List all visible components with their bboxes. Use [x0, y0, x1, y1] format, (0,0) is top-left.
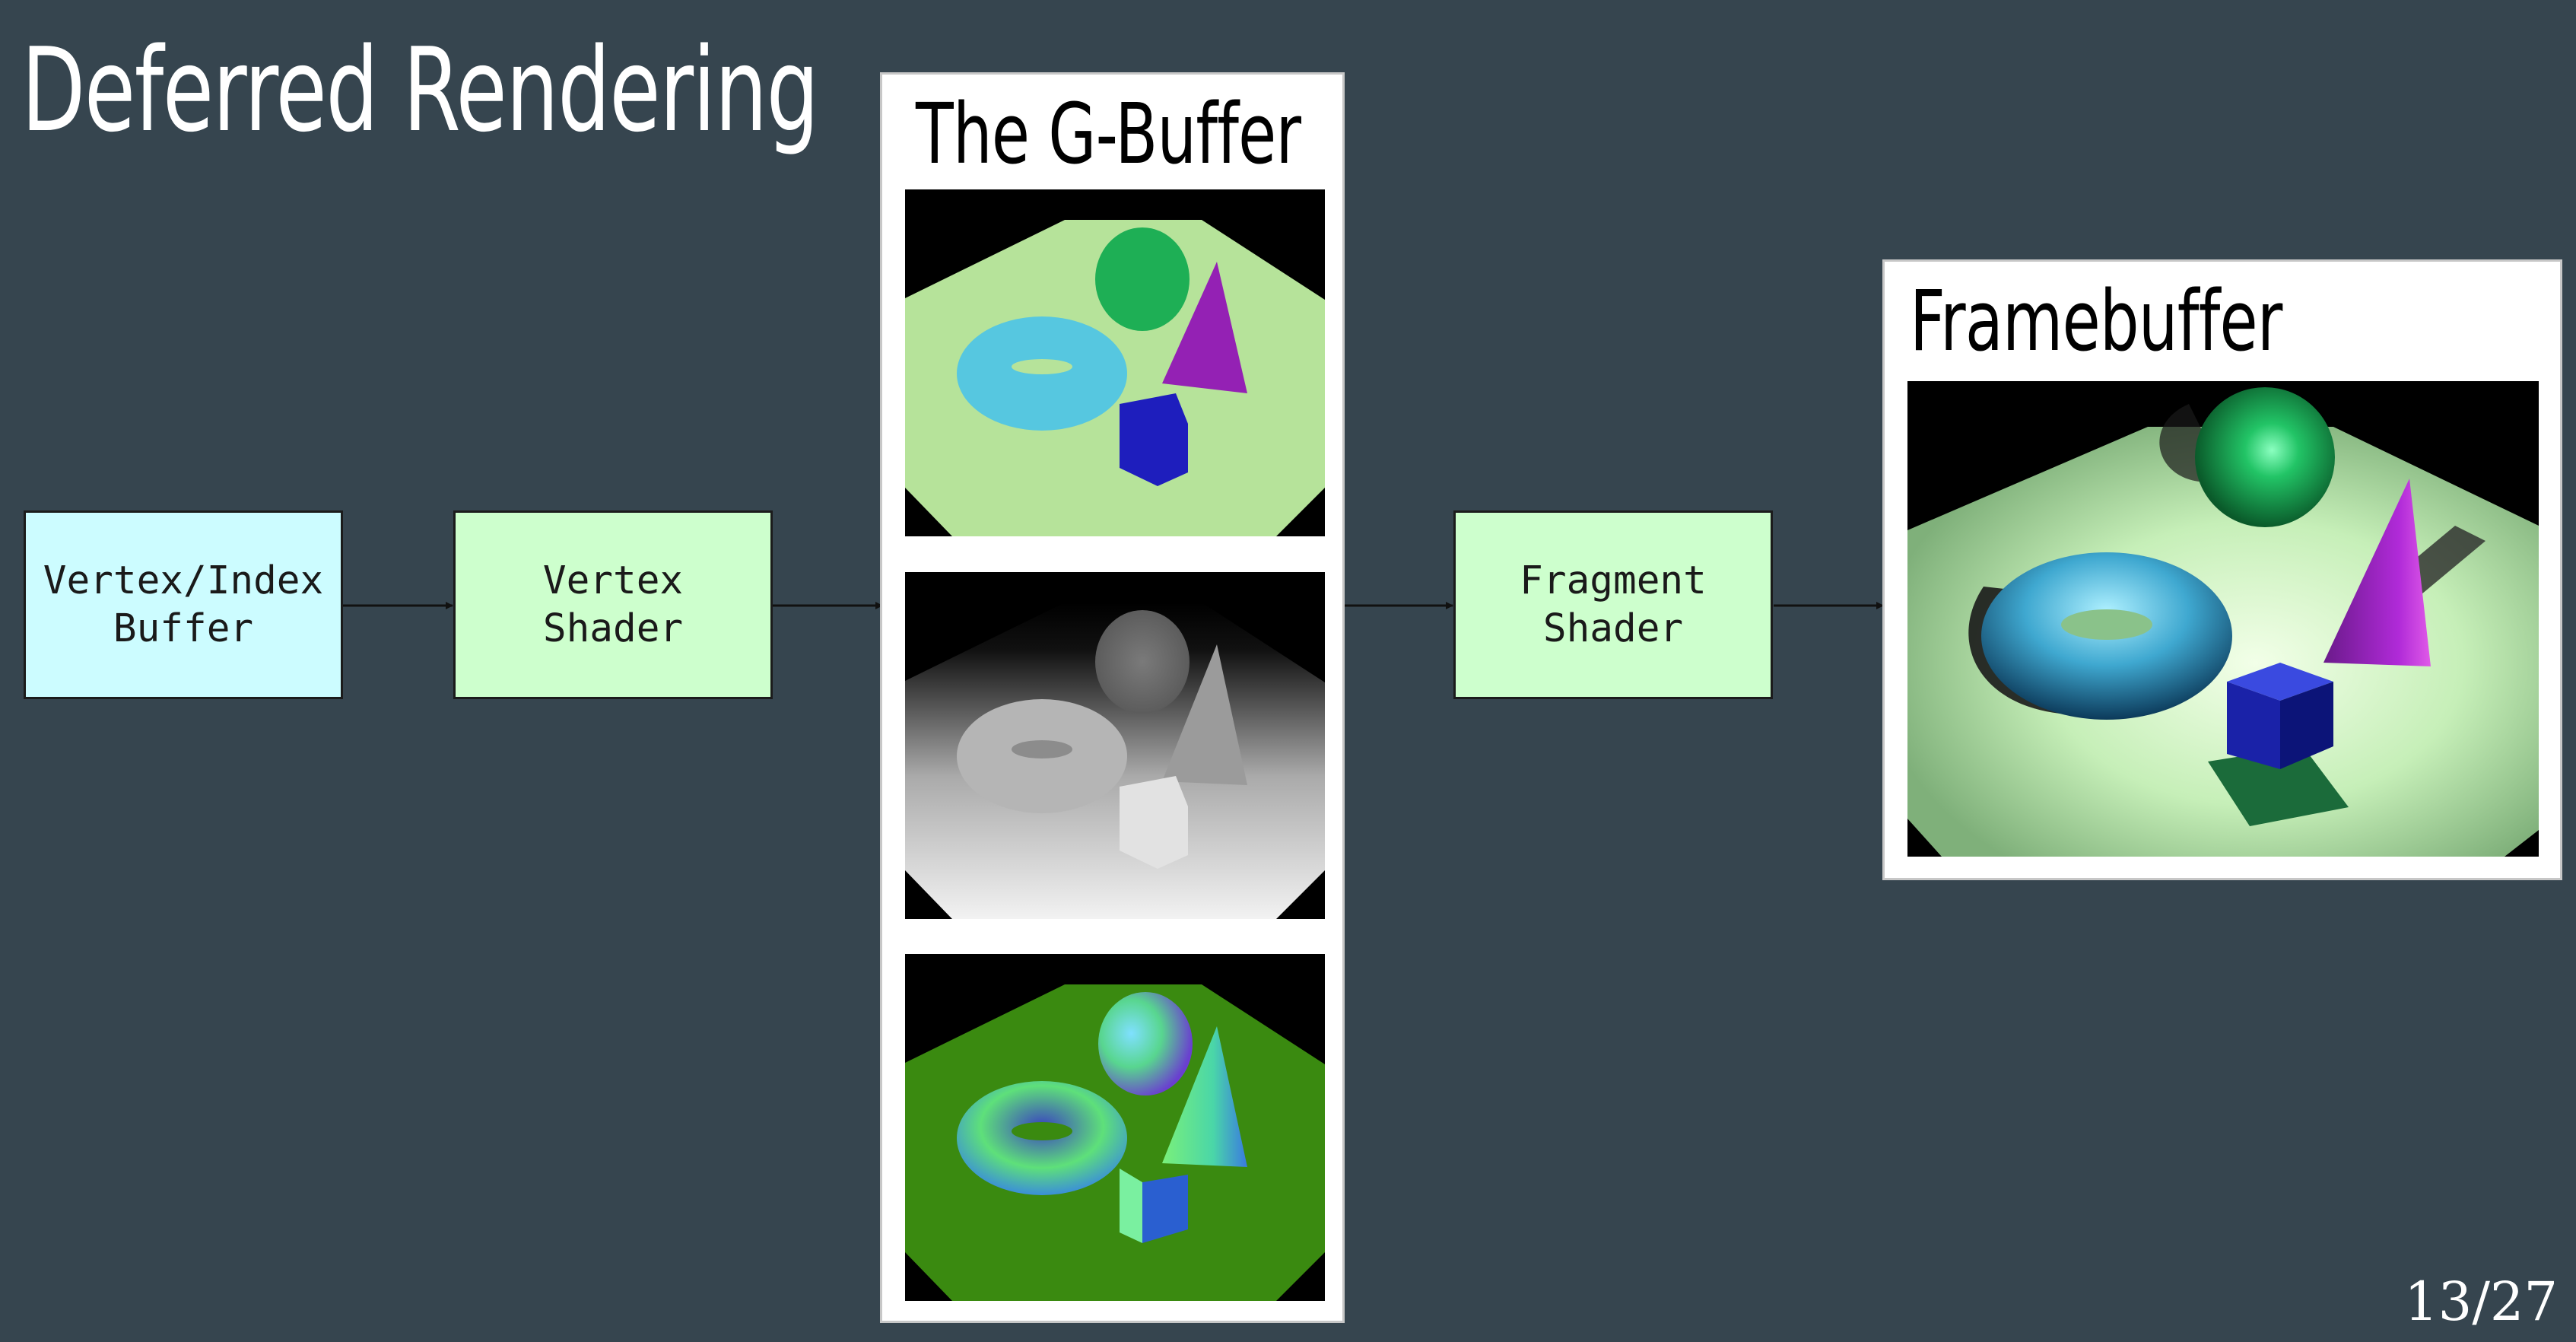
gbuffer-normals-image	[905, 954, 1325, 1301]
vertex-shader-box: Vertex Shader	[453, 510, 773, 699]
framebuffer-panel: Framebuffer	[1882, 259, 2562, 880]
slide-title: Deferred Rendering	[21, 23, 819, 157]
vertex-index-buffer-box: Vertex/Index Buffer	[24, 510, 343, 699]
framebuffer-title: Framebuffer	[1910, 272, 2282, 370]
page-number: 13/27	[2404, 1270, 2558, 1333]
gbuffer-albedo-image	[905, 189, 1325, 536]
gbuffer-depth-image	[905, 572, 1325, 919]
gbuffer-panel: The G-Buffer	[880, 72, 1345, 1323]
fragment-shader-box: Fragment Shader	[1453, 510, 1773, 699]
framebuffer-lit-image	[1907, 381, 2539, 857]
gbuffer-title: The G-Buffer	[916, 85, 1301, 183]
